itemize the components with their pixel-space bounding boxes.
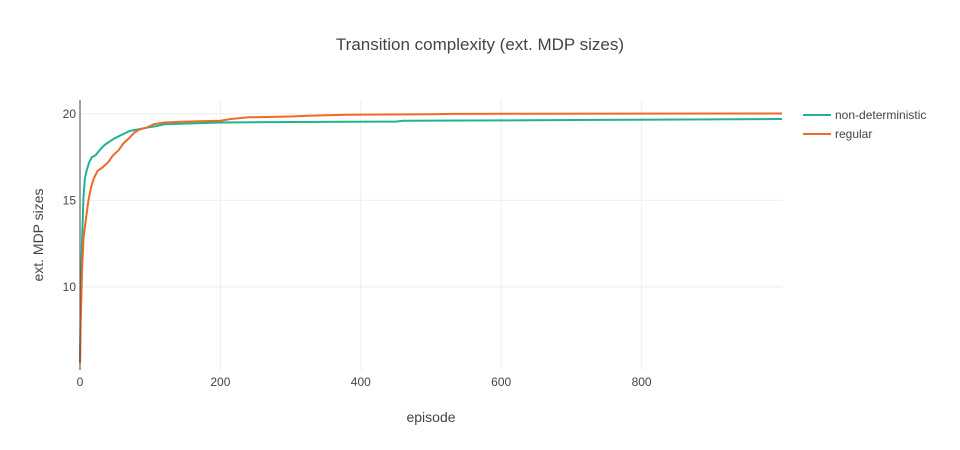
legend-item[interactable]: non-deterministic — [803, 108, 926, 122]
grid-lines — [80, 100, 782, 370]
y-tick-label: 20 — [63, 107, 77, 121]
x-tick-label: 400 — [351, 375, 371, 389]
chart-title: Transition complexity (ext. MDP sizes) — [336, 35, 624, 54]
y-tick-label: 15 — [63, 193, 77, 207]
x-tick-label: 200 — [210, 375, 230, 389]
plot-area — [79, 112, 783, 364]
legend-label: regular — [835, 127, 872, 141]
x-tick-label: 0 — [77, 375, 84, 389]
legend[interactable]: non-deterministic regular — [803, 108, 926, 141]
y-tick-label: 10 — [63, 280, 77, 294]
legend-label: non-deterministic — [835, 108, 926, 122]
x-tick-label: 800 — [632, 375, 652, 389]
x-tick-label: 600 — [491, 375, 511, 389]
legend-item[interactable]: regular — [803, 127, 872, 141]
axes: 0 200 400 600 800 10 15 20 — [63, 100, 652, 389]
y-axis-title: ext. MDP sizes — [30, 188, 46, 281]
series-line-non-deterministic — [79, 118, 783, 364]
x-axis-title: episode — [406, 409, 455, 425]
series-line-regular — [79, 112, 783, 364]
